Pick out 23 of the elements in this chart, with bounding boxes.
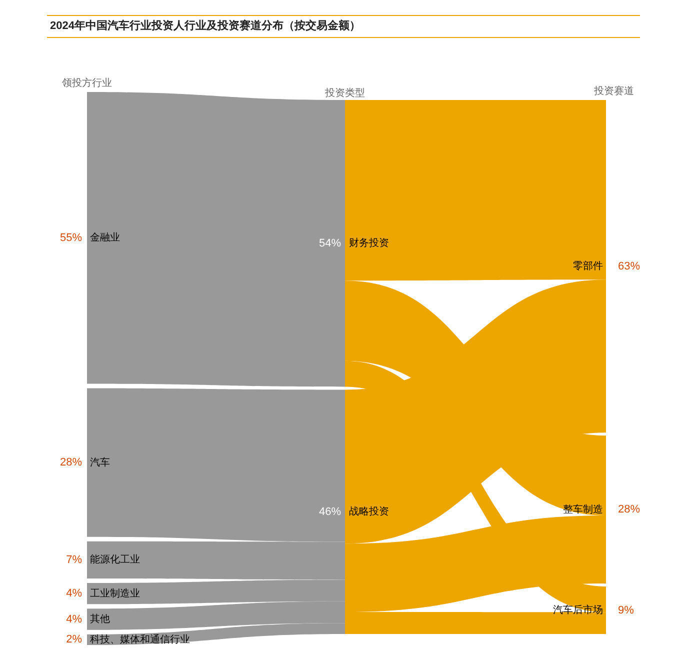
- data-label: 46%: [318, 506, 342, 518]
- data-label: 63%: [618, 260, 640, 272]
- category-label: 战略投资: [349, 506, 389, 518]
- category-label: 财务投资: [349, 237, 389, 250]
- category-label: 能源化工业: [90, 554, 140, 566]
- data-label: 28%: [618, 504, 640, 516]
- category-label: 零部件: [573, 260, 603, 272]
- text: 投资赛道: [593, 84, 634, 97]
- data-label: 28%: [60, 456, 82, 469]
- data-label: 55%: [60, 232, 82, 244]
- category-label: 金融业: [90, 232, 120, 244]
- category-label: 其他: [90, 613, 110, 626]
- series-label: 投资类型: [324, 86, 365, 99]
- data-label: 9%: [618, 604, 634, 616]
- data-label: 4%: [66, 613, 82, 626]
- data-label: 54%: [318, 237, 342, 250]
- data-label: 7%: [66, 554, 82, 566]
- data-label: 4%: [66, 588, 82, 600]
- category-label: 汽车: [90, 456, 110, 468]
- text: 领投方行业: [62, 76, 112, 89]
- text: 2024年中国汽车行业投资人行业及投资赛道分布（按交易金额）: [47, 15, 640, 38]
- category-label: 工业制造业: [90, 587, 140, 600]
- data-label: 2%: [66, 634, 82, 646]
